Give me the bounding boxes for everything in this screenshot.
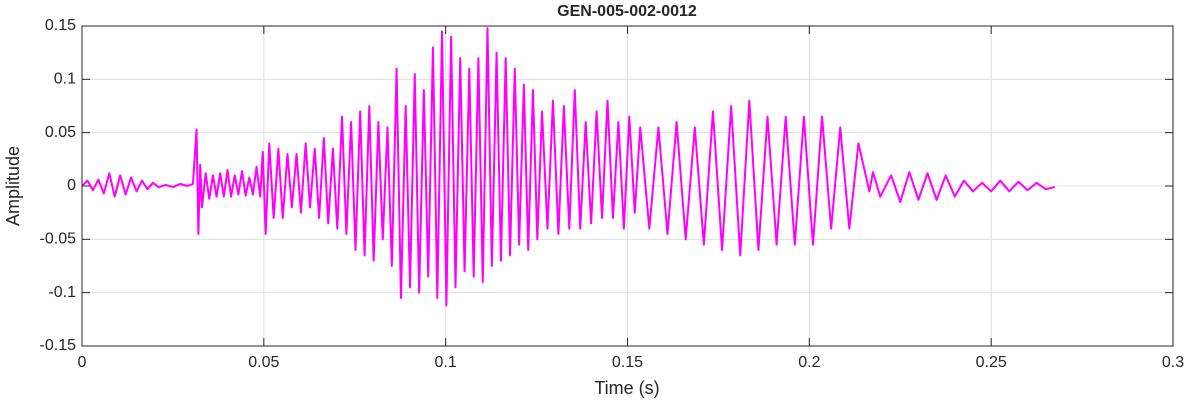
y-tick-label: 0.15 [45,17,76,34]
axes-box [81,25,1174,347]
y-tick-label: -0.15 [40,337,77,354]
x-tick-label: 0.3 [1162,354,1184,371]
waveform-line [81,27,1056,307]
x-tick-label: 0.2 [798,354,820,371]
y-tick-label: 0.1 [54,71,76,88]
y-tick-label: -0.1 [48,284,76,301]
x-tick-label: 0 [78,354,87,371]
x-axis-label: Time (s) [594,378,659,398]
y-tick-label: 0.05 [45,124,76,141]
x-tick-label: 0.25 [976,354,1007,371]
y-tick-label: -0.05 [40,231,77,248]
x-tick-label: 0.05 [248,354,279,371]
chart-title: GEN-005-002-0012 [557,3,697,20]
y-tick-label: 0 [67,177,76,194]
x-tick-label: 0.15 [612,354,643,371]
x-tick-label: 0.1 [435,354,457,371]
y-axis-label: Amplitude [3,146,23,226]
